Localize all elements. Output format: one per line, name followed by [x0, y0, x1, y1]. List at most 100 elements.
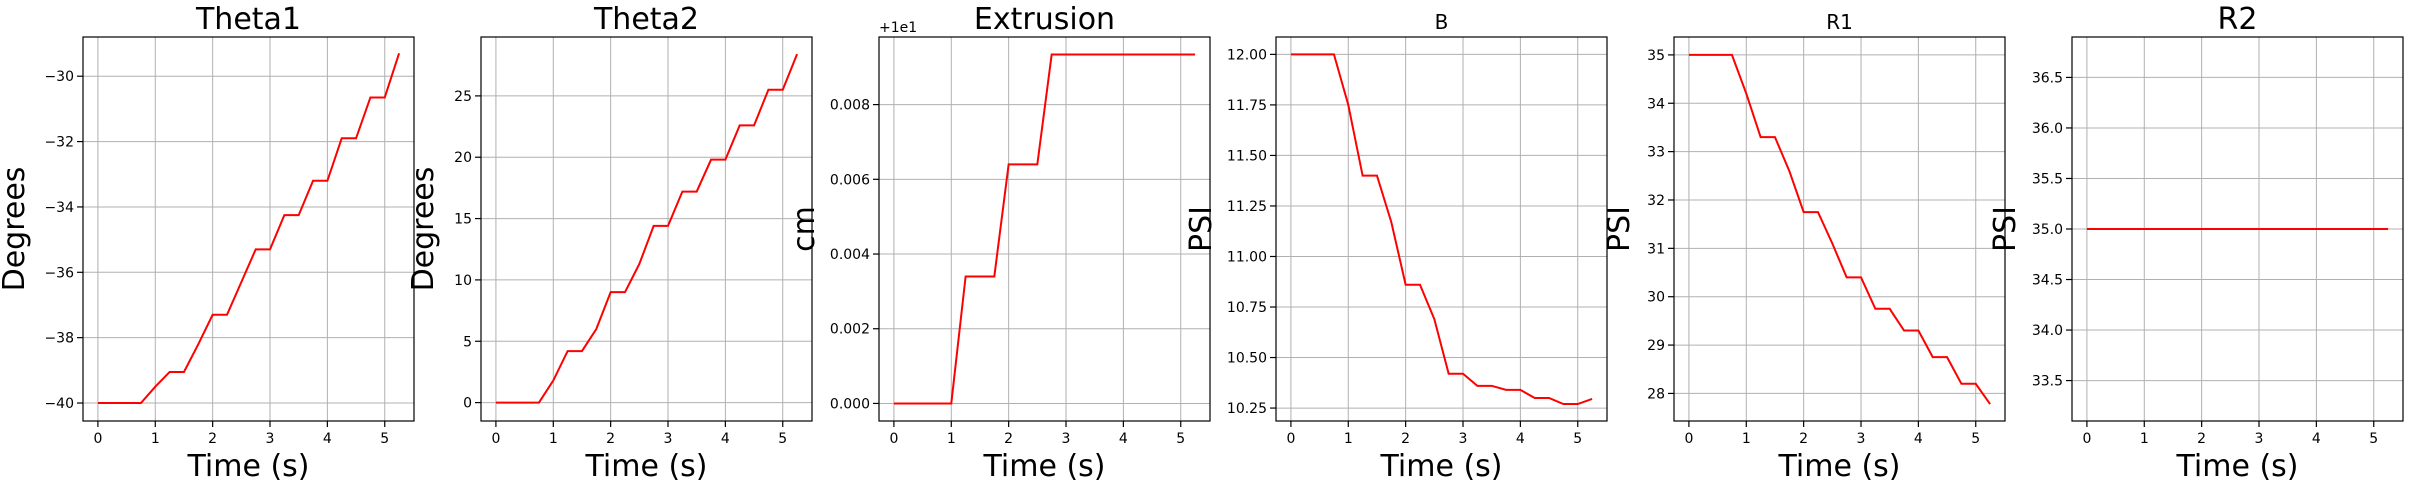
x-tick-label: 0 — [491, 431, 500, 447]
x-tick-label: 1 — [151, 431, 160, 447]
x-axis-label: Time (s) — [1778, 449, 1901, 484]
y-tick-label: 5 — [463, 334, 472, 350]
y-tick-label: 10 — [454, 273, 472, 289]
axes-frame — [480, 36, 813, 422]
y-tick-label: 31 — [1647, 241, 1665, 257]
y-tick-label: 33 — [1647, 145, 1665, 161]
y-tick-label: −32 — [44, 135, 74, 151]
chart-panel-theta2: 0 1 2 3 4 5 0 5 10 15 20 25 Theta2 Time (s) Degrees — [406, 2, 813, 484]
y-tick-label: 0 — [463, 396, 472, 412]
chart-title: R2 — [2218, 2, 2258, 37]
x-axis-label: Time (s) — [187, 449, 310, 484]
series-line — [1290, 53, 1593, 406]
x-tick-label: 2 — [208, 431, 217, 447]
chart-title: B — [1435, 10, 1449, 34]
x-tick-label: 5 — [1176, 431, 1185, 447]
y-tick-label: 10.25 — [1227, 401, 1267, 417]
chart-panel-b: 0 1 2 3 4 5 10.25 10.50 10.75 11.00 11.25 11.50 11.7… — [1184, 10, 1608, 484]
y-tick-label: 15 — [454, 212, 472, 228]
series-line — [1688, 53, 1991, 405]
chart-panel-r2: 0 1 2 3 4 5 33.5 34.0 34.5 35.0 35.5 36.0 36.5 R2 Time… — [1988, 2, 2404, 484]
y-tick-label: 34.5 — [2032, 273, 2063, 289]
axes-frame — [878, 36, 1211, 422]
series-line — [893, 53, 1196, 405]
x-tick-label: 4 — [721, 431, 730, 447]
x-tick-label: 5 — [1573, 431, 1582, 447]
y-tick-label: 12.00 — [1227, 47, 1267, 63]
y-tick-label: 10.50 — [1227, 351, 1267, 367]
x-tick-label: 0 — [1684, 431, 1693, 447]
y-tick-label: 28 — [1647, 386, 1665, 402]
y-tick-label: 30 — [1647, 290, 1665, 306]
y-tick-label: 29 — [1647, 338, 1665, 354]
y-tick-label: 0.006 — [830, 172, 870, 188]
x-tick-label: 1 — [947, 431, 956, 447]
x-tick-label: 2 — [606, 431, 615, 447]
x-tick-label: 3 — [266, 431, 275, 447]
x-axis-label: Time (s) — [983, 449, 1106, 484]
x-tick-label: 3 — [664, 431, 673, 447]
axes-frame — [1275, 36, 1608, 422]
chart-panel-theta1: 0 1 2 3 4 5 −40 −38 −36 −34 −32 −30 Theta1 Time (s) De… — [0, 2, 415, 484]
y-tick-label: 0.000 — [830, 396, 870, 412]
x-tick-label: 0 — [2082, 431, 2091, 447]
chart-title: R1 — [1826, 10, 1853, 34]
x-tick-label: 2 — [1004, 431, 1013, 447]
y-tick-label: −40 — [44, 396, 74, 412]
y-tick-label: 25 — [454, 89, 472, 105]
chart-title: Theta1 — [195, 2, 301, 37]
x-tick-label: 1 — [2140, 431, 2149, 447]
y-tick-label: 35.0 — [2032, 222, 2063, 238]
x-tick-label: 5 — [380, 431, 389, 447]
series-line — [97, 53, 401, 405]
x-tick-label: 4 — [1914, 431, 1923, 447]
y-axis-label: PSI — [1184, 206, 1219, 252]
y-tick-label: 0.008 — [830, 98, 870, 114]
y-tick-label: 20 — [454, 150, 472, 166]
y-tick-label: 32 — [1647, 193, 1665, 209]
x-tick-label: 5 — [778, 431, 787, 447]
chart-title: Theta2 — [593, 2, 699, 37]
x-tick-label: 3 — [1459, 431, 1468, 447]
x-tick-label: 0 — [1286, 431, 1295, 447]
y-tick-label: 36.5 — [2032, 70, 2063, 86]
y-tick-label: 36.0 — [2032, 121, 2063, 137]
y-tick-label: 11.75 — [1227, 98, 1267, 114]
y-axis-label: Degrees — [406, 167, 441, 292]
x-axis-label: Time (s) — [1380, 449, 1503, 484]
y-offset-label: +1e1 — [879, 20, 917, 36]
axes-frame — [82, 36, 415, 422]
x-tick-label: 1 — [1742, 431, 1751, 447]
y-axis-label: Degrees — [0, 167, 32, 292]
x-tick-label: 1 — [1344, 431, 1353, 447]
y-tick-label: −34 — [44, 200, 74, 216]
x-axis-label: Time (s) — [2176, 449, 2299, 484]
y-tick-label: 11.00 — [1227, 249, 1267, 265]
x-tick-label: 4 — [1119, 431, 1128, 447]
y-tick-label: 11.25 — [1227, 199, 1267, 215]
x-axis-label: Time (s) — [585, 449, 708, 484]
x-tick-label: 3 — [2255, 431, 2264, 447]
chart-title: Extrusion — [974, 2, 1115, 37]
y-tick-label: −30 — [44, 69, 74, 85]
y-axis-label: cm — [787, 206, 822, 252]
x-tick-label: 2 — [1799, 431, 1808, 447]
series-line — [495, 53, 799, 404]
x-tick-label: 3 — [1062, 431, 1071, 447]
y-tick-label: 33.5 — [2032, 374, 2063, 390]
x-tick-label: 4 — [1516, 431, 1525, 447]
chart-panel-extrusion: 0 1 2 3 4 5 0.000 0.002 0.004 0.006 0.008 +1e1 Extru… — [787, 2, 1211, 484]
x-tick-label: 4 — [2312, 431, 2321, 447]
y-tick-label: 35 — [1647, 48, 1665, 64]
x-tick-label: 2 — [2197, 431, 2206, 447]
axes-frame — [1673, 36, 2006, 422]
y-tick-label: 0.004 — [830, 247, 870, 263]
y-tick-label: 35.5 — [2032, 171, 2063, 187]
y-axis-label: PSI — [1988, 206, 2023, 252]
y-tick-label: 34.0 — [2032, 323, 2063, 339]
y-tick-label: 34 — [1647, 96, 1665, 112]
x-tick-label: 5 — [1971, 431, 1980, 447]
y-tick-label: 0.002 — [830, 322, 870, 338]
y-axis-label: PSI — [1602, 206, 1637, 252]
